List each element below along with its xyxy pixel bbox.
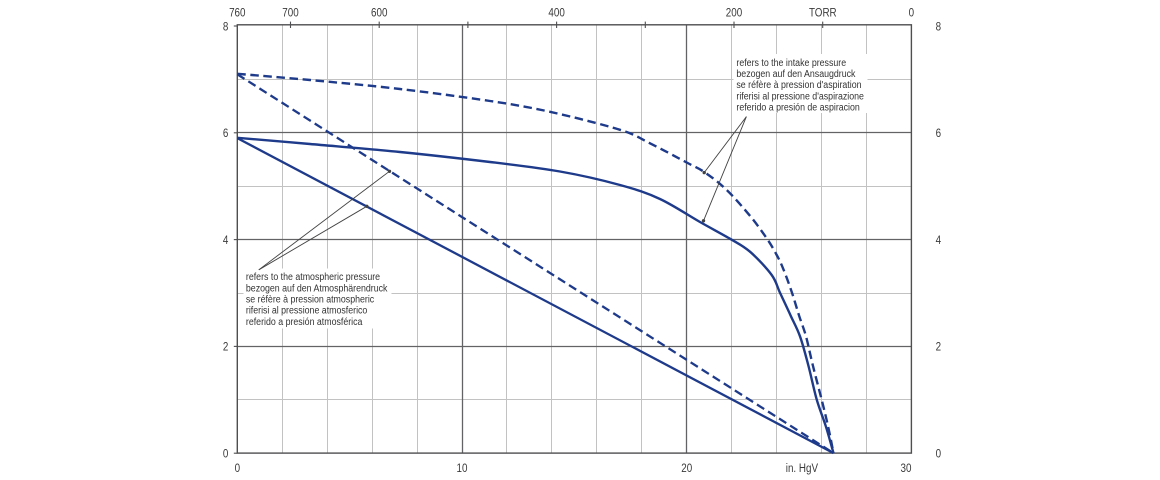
svg-text:TORR: TORR	[809, 7, 837, 20]
svg-text:riferisi al pressione atmosfer: riferisi al pressione atmosferico	[246, 305, 367, 316]
svg-text:30: 30	[901, 462, 912, 475]
svg-text:refers to the intake pressure: refers to the intake pressure	[736, 57, 846, 68]
svg-text:6: 6	[223, 127, 228, 140]
svg-text:600: 600	[371, 7, 387, 20]
svg-text:0: 0	[936, 448, 941, 461]
svg-text:bezogen auf den Atmosphärendru: bezogen auf den Atmosphärendruck	[246, 283, 388, 294]
svg-text:0: 0	[909, 7, 914, 20]
svg-text:se réfère à pression atmospher: se réfère à pression atmospheric	[246, 294, 375, 305]
svg-text:760: 760	[229, 7, 245, 20]
svg-text:referido a presión de aspiraci: referido a presión de aspiracion	[736, 102, 859, 113]
svg-text:8: 8	[936, 20, 941, 33]
svg-text:in. HgV: in. HgV	[786, 462, 819, 475]
svg-text:700: 700	[282, 7, 298, 20]
svg-text:20: 20	[681, 462, 692, 475]
svg-text:8: 8	[223, 20, 228, 33]
svg-text:200: 200	[726, 7, 742, 20]
svg-text:4: 4	[223, 234, 228, 247]
svg-text:refers to the atmospheric pres: refers to the atmospheric pressure	[246, 272, 380, 283]
svg-text:6: 6	[936, 127, 941, 140]
svg-text:riferisi al pressione d'aspira: riferisi al pressione d'aspirazione	[736, 91, 864, 102]
svg-text:4: 4	[936, 234, 941, 247]
svg-text:10: 10	[457, 462, 468, 475]
svg-text:0: 0	[223, 448, 228, 461]
svg-text:2: 2	[936, 341, 941, 354]
svg-text:0: 0	[235, 462, 240, 475]
svg-text:se réfère à pression d'aspirat: se réfère à pression d'aspiration	[736, 80, 861, 91]
svg-text:400: 400	[548, 7, 564, 20]
svg-text:2: 2	[223, 341, 228, 354]
svg-text:referido a presión atmosférica: referido a presión atmosférica	[246, 316, 363, 327]
svg-text:bezogen auf den Ansaugdruck: bezogen auf den Ansaugdruck	[736, 69, 855, 80]
